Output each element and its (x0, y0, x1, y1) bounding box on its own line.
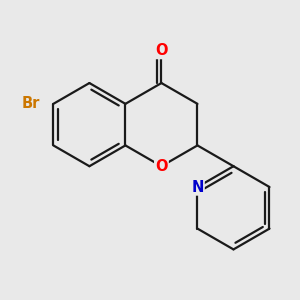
Text: O: O (155, 43, 168, 58)
Text: O: O (155, 159, 168, 174)
Text: N: N (191, 179, 204, 194)
Text: Br: Br (21, 96, 40, 111)
